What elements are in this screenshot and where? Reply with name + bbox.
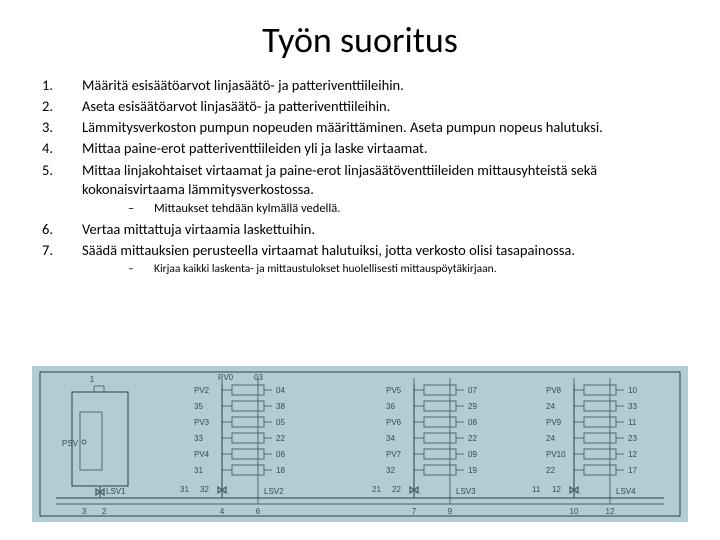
svg-text:05: 05	[276, 418, 285, 427]
svg-text:PV4: PV4	[194, 450, 210, 459]
svg-text:04: 04	[276, 386, 285, 395]
svg-text:10: 10	[628, 386, 637, 395]
list-text: Mittaa linjakohtaiset virtaamat ja paine…	[82, 161, 597, 198]
list-item: Mittaa linjakohtaiset virtaamat ja paine…	[36, 161, 684, 218]
heating-schematic: PSV1LSV132PV003PV2043538PV3053322PV40631…	[32, 366, 688, 522]
sub-text: Mittaukset tehdään kylmällä vedellä.	[154, 201, 340, 216]
svg-text:09: 09	[468, 450, 477, 459]
svg-text:22: 22	[546, 466, 555, 475]
svg-text:PSV: PSV	[62, 439, 79, 448]
svg-text:03: 03	[254, 373, 263, 382]
svg-text:22: 22	[392, 485, 401, 494]
svg-text:11: 11	[628, 418, 637, 427]
svg-text:PV0: PV0	[218, 373, 234, 382]
svg-text:LSV2: LSV2	[264, 487, 284, 496]
list-text: Säädä mittauksien perusteella virtaamat …	[82, 241, 575, 259]
svg-text:08: 08	[468, 418, 477, 427]
svg-text:7: 7	[412, 507, 417, 516]
list-item: Aseta esisäätöarvot linjasäätö- ja patte…	[36, 97, 684, 116]
list-text: Aseta esisäätöarvot linjasäätö- ja patte…	[82, 97, 390, 115]
list-item: Säädä mittauksien perusteella virtaamat …	[36, 241, 684, 278]
svg-text:36: 36	[386, 402, 395, 411]
svg-text:18: 18	[276, 466, 285, 475]
main-list: Määritä esisäätöarvot linjasäätö- ja pat…	[36, 76, 684, 277]
svg-text:PV3: PV3	[194, 418, 210, 427]
svg-text:11: 11	[532, 485, 541, 494]
svg-text:32: 32	[386, 466, 395, 475]
svg-text:12: 12	[552, 485, 561, 494]
svg-text:LSV3: LSV3	[456, 487, 476, 496]
svg-text:07: 07	[468, 386, 477, 395]
list-text: Mittaa paine-erot patteriventtiileiden y…	[82, 139, 428, 157]
svg-text:06: 06	[276, 450, 285, 459]
svg-text:22: 22	[276, 434, 285, 443]
slide: Työn suoritus Määritä esisäätöarvot linj…	[0, 0, 720, 540]
svg-text:12: 12	[606, 507, 615, 516]
svg-text:38: 38	[276, 402, 285, 411]
svg-text:35: 35	[194, 402, 203, 411]
svg-text:33: 33	[628, 402, 637, 411]
list-text: Lämmitysverkoston pumpun nopeuden määrit…	[82, 118, 603, 136]
svg-text:PV7: PV7	[386, 450, 402, 459]
svg-text:23: 23	[628, 434, 637, 443]
svg-text:33: 33	[194, 434, 203, 443]
sub-list: Kirjaa kaikki laskenta- ja mittaustuloks…	[82, 262, 684, 278]
svg-text:29: 29	[468, 402, 477, 411]
slide-title: Työn suoritus	[36, 18, 684, 62]
svg-text:17: 17	[628, 466, 637, 475]
svg-text:6: 6	[256, 507, 261, 516]
svg-text:24: 24	[546, 434, 555, 443]
svg-text:31: 31	[180, 485, 189, 494]
svg-text:PV9: PV9	[546, 418, 562, 427]
svg-text:LSV1: LSV1	[106, 487, 126, 496]
svg-text:24: 24	[546, 402, 555, 411]
svg-text:22: 22	[468, 434, 477, 443]
svg-text:LSV4: LSV4	[616, 487, 636, 496]
sub-list-item: Kirjaa kaikki laskenta- ja mittaustuloks…	[82, 262, 684, 278]
svg-text:PV2: PV2	[194, 386, 210, 395]
svg-text:21: 21	[372, 485, 381, 494]
svg-text:PV6: PV6	[386, 418, 402, 427]
svg-text:10: 10	[570, 507, 579, 516]
svg-text:PV5: PV5	[386, 386, 402, 395]
svg-text:PV8: PV8	[546, 386, 562, 395]
schematic-svg: PSV1LSV132PV003PV2043538PV3053322PV40631…	[32, 366, 688, 522]
svg-text:4: 4	[220, 507, 225, 516]
sub-list: Mittaukset tehdään kylmällä vedellä.	[82, 201, 684, 218]
svg-text:32: 32	[200, 485, 209, 494]
svg-text:31: 31	[194, 466, 203, 475]
svg-text:12: 12	[628, 450, 637, 459]
svg-text:34: 34	[386, 434, 395, 443]
svg-text:3: 3	[82, 507, 87, 516]
svg-text:9: 9	[448, 507, 453, 516]
svg-text:2: 2	[102, 507, 107, 516]
svg-text:1: 1	[90, 375, 95, 384]
list-item: Lämmitysverkoston pumpun nopeuden määrit…	[36, 118, 684, 137]
sub-text: Kirjaa kaikki laskenta- ja mittaustuloks…	[154, 262, 497, 276]
svg-text:19: 19	[468, 466, 477, 475]
list-item: Määritä esisäätöarvot linjasäätö- ja pat…	[36, 76, 684, 95]
svg-text:PV10: PV10	[546, 450, 566, 459]
sub-list-item: Mittaukset tehdään kylmällä vedellä.	[82, 201, 684, 218]
list-item: Vertaa mittattuja virtaamia laskettuihin…	[36, 220, 684, 239]
list-text: Määritä esisäätöarvot linjasäätö- ja pat…	[82, 76, 404, 94]
list-text: Vertaa mittattuja virtaamia laskettuihin…	[82, 220, 315, 238]
list-item: Mittaa paine-erot patteriventtiileiden y…	[36, 139, 684, 158]
